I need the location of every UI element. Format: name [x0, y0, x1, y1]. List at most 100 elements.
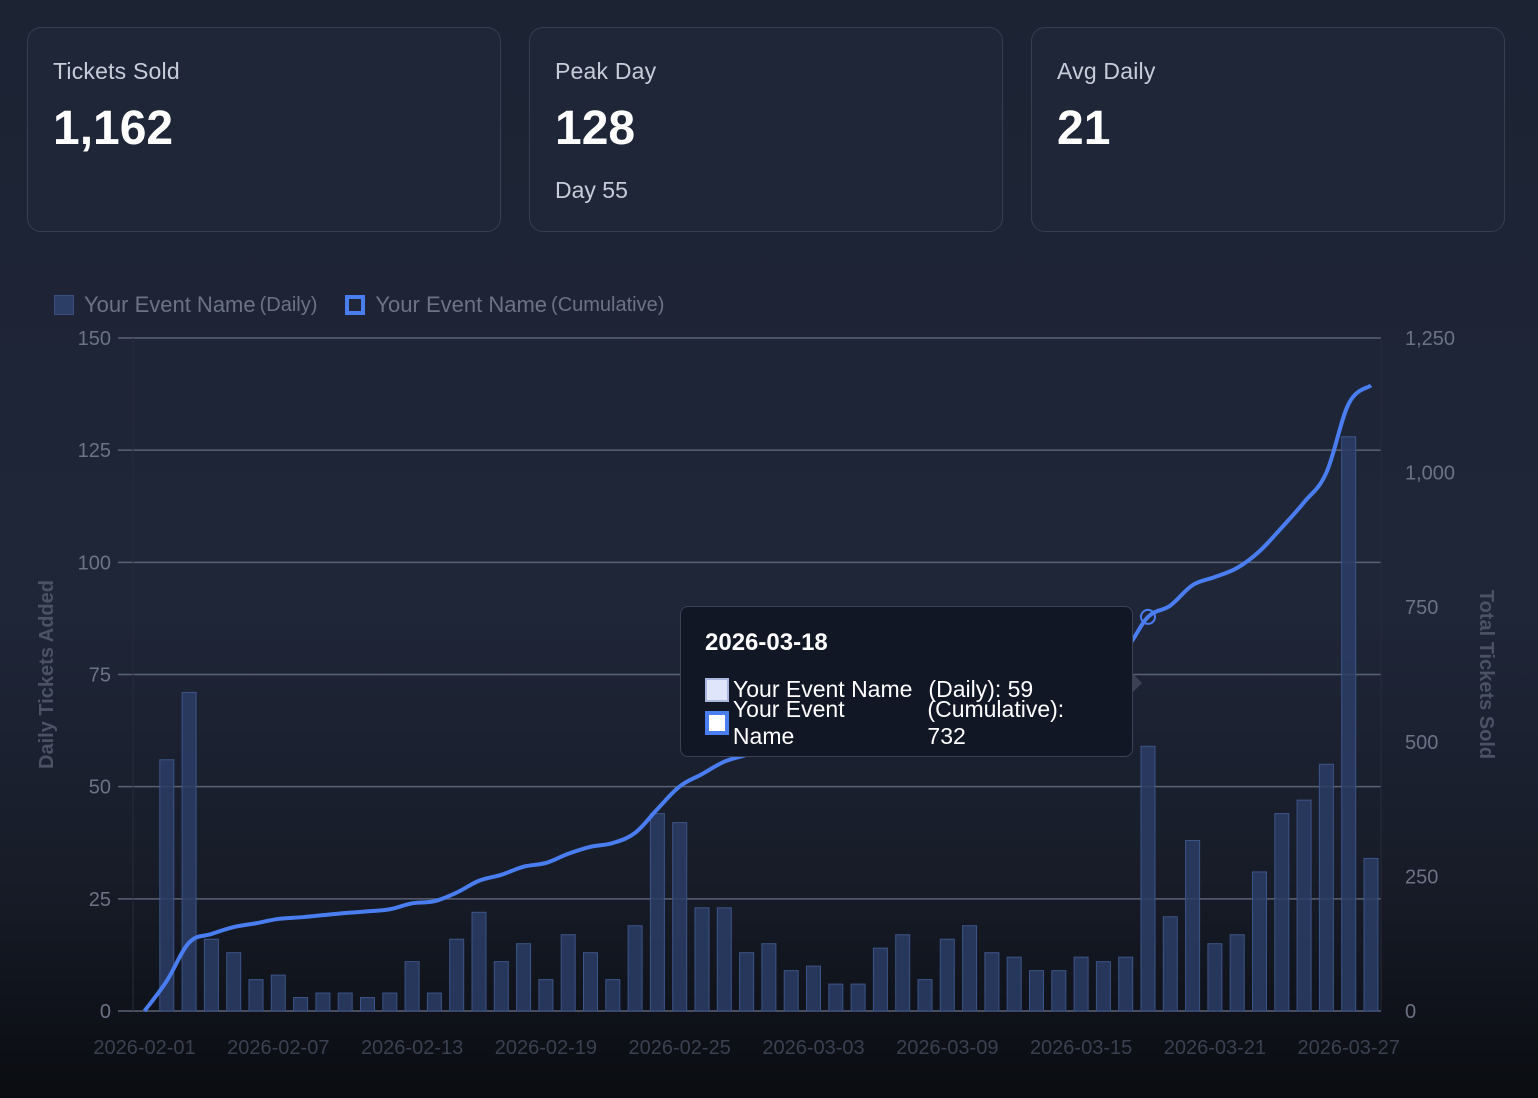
daily-bar	[627, 925, 643, 1012]
tooltip-title: 2026-03-18	[705, 629, 828, 656]
daily-bar	[471, 911, 487, 1012]
tooltip-row-daily: Your Event Name (Daily): 59	[705, 673, 1108, 706]
daily-bar	[449, 938, 465, 1012]
daily-bar	[1073, 956, 1089, 1012]
stat-sub: Day 55	[555, 177, 628, 203]
y-right-tick-label: 1,000	[1405, 463, 1455, 485]
daily-bar	[872, 947, 888, 1012]
tooltip-row-cumulative: Your Event Name (Cumulative): 732	[705, 696, 1108, 749]
daily-bar	[404, 961, 420, 1012]
stat-value: 21	[1057, 102, 1111, 155]
tooltip-value-cumulative: (Cumulative): 732	[927, 695, 1065, 749]
tooltip-series-daily: Your Event Name	[733, 676, 913, 702]
tooltip-value-daily: (Daily): 59	[928, 676, 1034, 702]
y-right-tick-label: 1,250	[1405, 328, 1455, 350]
y-right-tick-label: 750	[1405, 597, 1438, 619]
daily-bar	[850, 983, 866, 1012]
y-left-tick-label: 100	[78, 552, 111, 574]
tooltip-swatch-daily	[705, 677, 729, 702]
y-right-tick-label: 250	[1405, 866, 1438, 888]
y-left-tick-label: 150	[78, 328, 111, 350]
y-left-tick-label: 125	[78, 440, 111, 462]
daily-bar	[1006, 956, 1022, 1012]
daily-bar	[1051, 970, 1067, 1012]
x-tick-label: 2026-03-27	[1298, 1037, 1400, 1059]
daily-bar	[337, 992, 353, 1012]
x-tick-label: 2026-02-13	[361, 1037, 463, 1059]
chart-legend: Your Event Name (Daily) Your Event Name …	[54, 292, 692, 318]
y-left-tick-label: 0	[100, 1001, 111, 1023]
x-tick-label: 2026-03-03	[762, 1037, 864, 1059]
legend-swatch-cumulative	[345, 295, 366, 315]
daily-bar	[716, 907, 732, 1012]
legend-label-cumulative: Your Event Name	[375, 292, 548, 317]
stat-label: Avg Daily	[1057, 58, 1156, 84]
daily-bar	[1318, 763, 1334, 1012]
daily-bar	[516, 943, 532, 1012]
daily-bar	[560, 934, 576, 1012]
daily-bar	[962, 925, 978, 1012]
y-left-tick-label: 25	[89, 889, 111, 911]
x-tick-label: 2026-03-15	[1030, 1037, 1132, 1059]
x-tick-label: 2026-03-21	[1164, 1037, 1266, 1059]
daily-bar	[1140, 745, 1156, 1012]
daily-bar	[672, 822, 688, 1012]
x-tick-label: 2026-03-09	[896, 1037, 998, 1059]
daily-bar	[1162, 916, 1178, 1012]
daily-bar	[939, 938, 955, 1012]
legend-suffix-cumulative: (Cumulative)	[551, 293, 665, 316]
daily-bar	[1252, 871, 1267, 1012]
daily-bar	[426, 992, 442, 1012]
daily-bar	[1029, 970, 1044, 1012]
y-left-axis-title: Daily Tickets Added	[36, 580, 58, 769]
stat-label: Peak Day	[555, 58, 657, 84]
daily-bar	[739, 952, 755, 1012]
legend-item-daily[interactable]: Your Event Name (Daily)	[54, 292, 317, 318]
x-tick-label: 2026-02-25	[629, 1037, 731, 1059]
daily-bar	[181, 691, 197, 1012]
daily-bar	[360, 997, 375, 1012]
daily-bar	[1296, 799, 1312, 1012]
daily-bar	[917, 979, 933, 1012]
daily-bar	[315, 992, 331, 1012]
x-tick-label: 2026-02-07	[227, 1037, 329, 1059]
daily-bar	[1095, 961, 1111, 1012]
stat-card-peak-day: Peak Day 128 Day 55	[529, 27, 1003, 232]
legend-swatch-daily	[54, 295, 74, 315]
tooltip-series-cumulative: Your Event Name	[732, 695, 845, 749]
daily-bar	[382, 992, 398, 1012]
daily-bar	[783, 970, 799, 1012]
x-tick-label: 2026-02-01	[93, 1037, 195, 1059]
y-left-tick-label: 50	[89, 777, 111, 799]
stat-card-tickets-sold: Tickets Sold 1,162	[27, 27, 501, 232]
daily-bar	[1229, 934, 1245, 1012]
daily-bar	[1185, 840, 1201, 1012]
daily-bar	[293, 997, 309, 1012]
daily-bar	[1274, 813, 1290, 1012]
daily-bar	[895, 934, 911, 1012]
legend-item-cumulative[interactable]: Your Event Name (Cumulative)	[345, 292, 664, 318]
daily-bar	[203, 938, 219, 1012]
y-right-tick-label: 500	[1405, 732, 1438, 754]
daily-bar	[270, 974, 286, 1012]
daily-bar	[1363, 857, 1379, 1012]
daily-bar	[984, 952, 1000, 1012]
daily-bar	[248, 979, 264, 1012]
daily-bar	[806, 965, 821, 1012]
daily-bar	[226, 952, 242, 1012]
legend-label-daily: Your Event Name	[84, 292, 256, 317]
y-right-axis-title: Total Tickets Sold	[1475, 590, 1497, 759]
daily-bar	[159, 759, 175, 1012]
stat-card-avg-daily: Avg Daily 21	[1031, 27, 1505, 232]
daily-bar	[493, 961, 509, 1012]
daily-bar	[538, 979, 554, 1012]
stat-value: 1,162	[53, 102, 174, 155]
tooltip-swatch-cumulative	[705, 710, 729, 735]
y-left-tick-label: 75	[89, 665, 111, 687]
daily-bar	[583, 952, 598, 1012]
daily-bar	[828, 983, 844, 1012]
chart-tooltip: 2026-03-18 Your Event Name (Daily): 59 Y…	[680, 606, 1142, 757]
highlight-point	[1140, 608, 1156, 625]
daily-bar	[1207, 943, 1223, 1012]
